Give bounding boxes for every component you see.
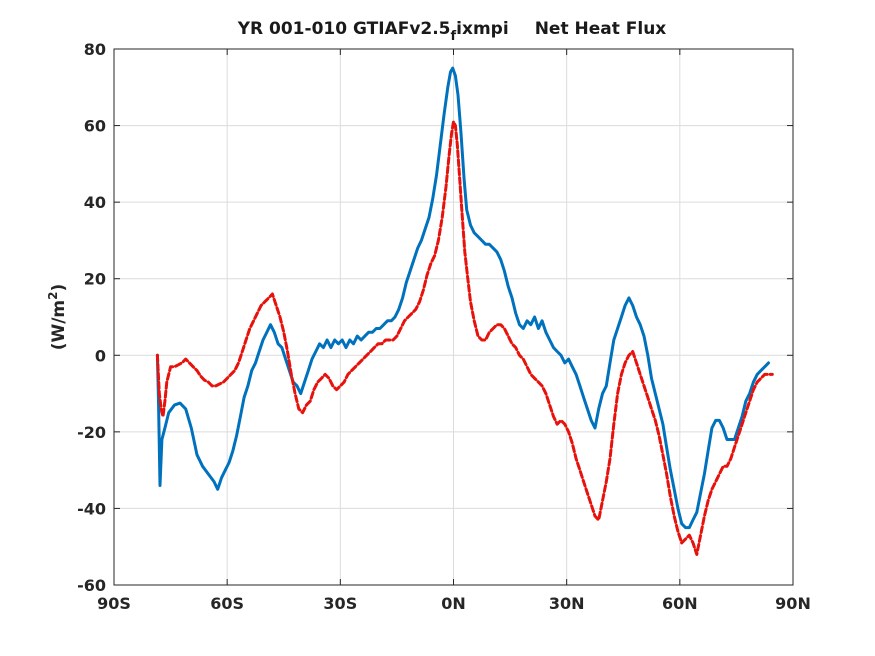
y-tick-label: -40 — [77, 499, 106, 518]
series-line-1 — [155, 66, 770, 530]
chart-title: YR 001-010 GTIAFv2.5fixmpi Net Heat Flux — [237, 19, 667, 44]
chart-title-right: Net Heat Flux — [535, 19, 667, 39]
series-layer — [155, 66, 774, 556]
chart-title-subscript: f — [451, 29, 457, 44]
y-tick-label: 40 — [84, 193, 106, 212]
y-tick-label: 60 — [84, 117, 106, 136]
chart-title-main: YR 001-010 GTIAFv2.5 — [237, 19, 451, 39]
y-axis-label-prefix: (W/m — [49, 300, 69, 350]
y-axis-label-superscript: 2 — [46, 291, 60, 299]
x-tick-label: 60S — [210, 594, 244, 613]
y-axis-label-suffix: ) — [49, 284, 69, 292]
y-tick-label: 80 — [84, 40, 106, 59]
chart-title-suffix: ixmpi — [456, 19, 509, 39]
x-tick-label: 30S — [323, 594, 357, 613]
y-axis-ticks: -60 -40 -20 0 20 40 60 80 — [77, 40, 793, 595]
x-tick-label: 0N — [441, 594, 466, 613]
y-axis-label: (W/m2) — [46, 284, 69, 351]
y-tick-label: -60 — [77, 576, 106, 595]
series-line-2 — [155, 120, 774, 556]
x-tick-label: 90N — [775, 594, 811, 613]
y-tick-label: 20 — [84, 270, 106, 289]
x-axis-ticks: 90S 60S 30S 0N 30N 60N 90N — [97, 49, 811, 613]
y-tick-label: 0 — [95, 346, 106, 365]
x-tick-label: 90S — [97, 594, 131, 613]
y-tick-label: -20 — [77, 423, 106, 442]
x-tick-label: 60N — [662, 594, 698, 613]
x-tick-label: 30N — [549, 594, 585, 613]
